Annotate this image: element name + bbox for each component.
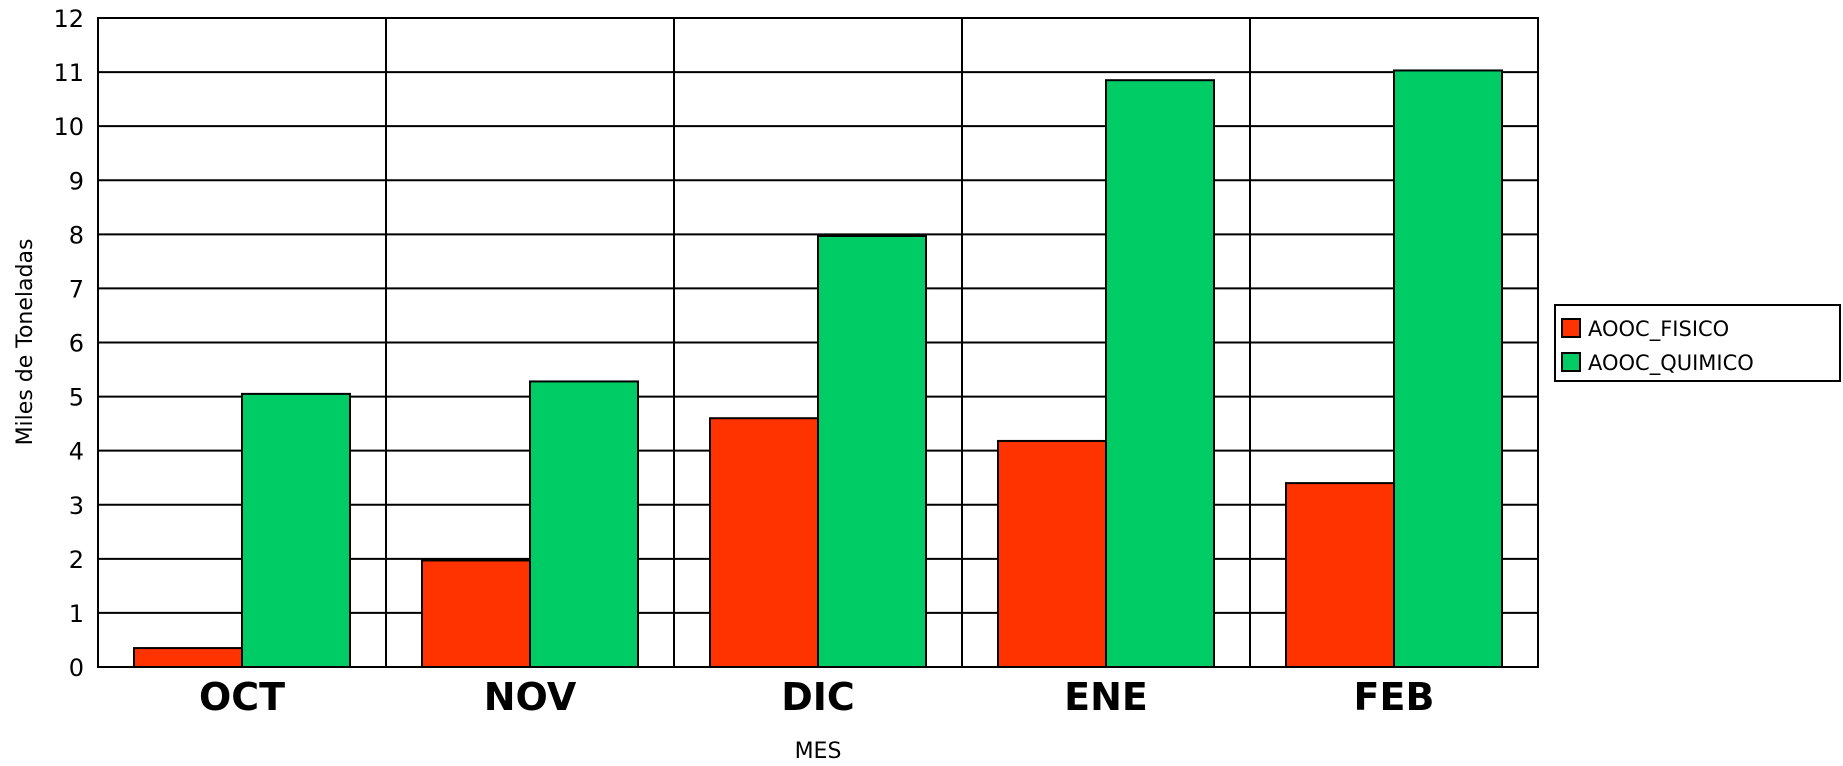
x-tick-label: ENE	[1064, 675, 1148, 719]
bar-aooc-quimico-oct	[241, 392, 351, 668]
bar-aooc-fisico-feb	[1285, 482, 1395, 668]
y-tick-label: 12	[53, 5, 84, 33]
bar-aooc-quimico-dic	[817, 234, 927, 668]
y-tick-label: 0	[69, 654, 84, 682]
x-axis-ticks: OCT NOV DIC ENE FEB	[199, 675, 1435, 719]
y-tick-label: 3	[69, 492, 84, 520]
legend-label: AOOC_QUIMICO	[1588, 351, 1754, 376]
x-tick-label: FEB	[1354, 675, 1435, 719]
y-tick-label: 5	[69, 384, 84, 412]
plot-border	[97, 17, 1539, 668]
y-tick-label: 6	[69, 330, 84, 358]
x-tick-label: DIC	[781, 675, 855, 719]
bar-aooc-quimico-feb	[1393, 69, 1503, 669]
y-tick-label: 10	[53, 113, 84, 141]
x-tick-label: NOV	[484, 675, 577, 719]
bar-aooc-quimico-ene	[1105, 79, 1215, 668]
bar-aooc-fisico-dic	[709, 417, 819, 669]
bar-aooc-fisico-oct	[133, 647, 243, 669]
legend-label: AOOC_FISICO	[1588, 317, 1729, 342]
legend: AOOC_FISICO AOOC_QUIMICO	[1554, 304, 1841, 382]
x-tick-label: OCT	[199, 675, 285, 719]
bar-aooc-fisico-nov	[421, 559, 531, 668]
y-axis-title: Miles de Toneladas	[13, 239, 38, 446]
bar-aooc-fisico-ene	[997, 439, 1107, 668]
legend-box	[1554, 304, 1841, 382]
y-tick-label: 7	[69, 275, 84, 303]
legend-swatch	[1561, 352, 1581, 372]
legend-swatch	[1561, 318, 1581, 338]
y-tick-label: 1	[69, 600, 84, 628]
y-tick-label: 9	[69, 167, 84, 195]
y-tick-label: 2	[69, 546, 84, 574]
bars	[133, 69, 1503, 669]
y-tick-label: 8	[69, 221, 84, 249]
y-tick-label: 11	[53, 59, 84, 87]
y-tick-label: 4	[69, 438, 84, 466]
bar-aooc-quimico-nov	[529, 380, 639, 668]
x-axis-title: MES	[795, 739, 842, 764]
